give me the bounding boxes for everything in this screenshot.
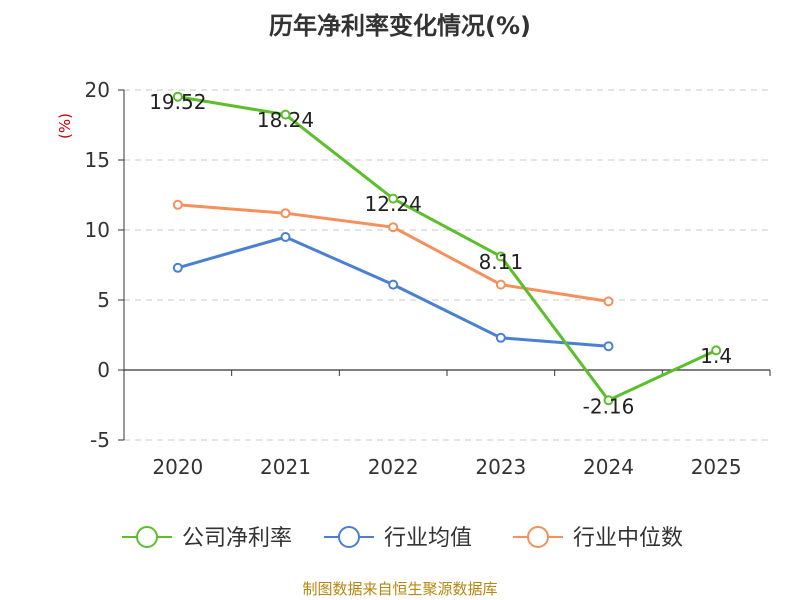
legend-label: 行业中位数 [573,526,683,551]
y-tick-label: 20 [85,78,110,102]
data-label: 18.24 [257,108,314,132]
y-tick-label: 0 [97,358,110,382]
data-point [495,251,506,262]
data-label: -2.16 [583,395,635,419]
data-point [388,279,399,290]
y-tick-label: 15 [85,148,110,172]
data-point [172,91,183,102]
y-tick-label: -5 [90,428,110,452]
x-tick-label: 2020 [152,455,203,479]
legend-marker [136,526,158,548]
data-point [711,345,722,356]
data-point [172,199,183,210]
legend-marker [527,526,549,548]
y-tick-label: 10 [85,218,110,242]
y-axis-label: (%) [56,113,74,139]
x-tick-label: 2021 [260,455,311,479]
data-point [388,193,399,204]
data-label: 8.11 [479,250,524,274]
x-tick-label: 2022 [368,455,419,479]
data-point [172,262,183,273]
data-point [603,341,614,352]
x-tick-label: 2024 [583,455,634,479]
legend-label: 公司净利率 [182,526,292,551]
legend-marker [338,526,360,548]
series-line [177,95,717,402]
x-tick-label: 2025 [691,455,742,479]
data-label: 1.4 [700,344,732,368]
data-point [280,232,291,242]
data-point [388,222,399,233]
data-source-note: 制图数据来自恒生聚源数据库 [302,580,498,598]
data-point [603,395,614,406]
chart-title: 历年净利率变化情况(%) [269,12,531,40]
data-point [603,296,614,307]
data-point [495,279,506,290]
data-label: 19.52 [149,90,206,114]
legend-label: 行业均值 [384,526,472,551]
y-tick-label: 5 [97,288,110,312]
data-point [280,109,291,120]
data-point [280,208,291,219]
x-tick-label: 2023 [475,455,526,479]
data-label: 12.24 [365,192,422,216]
data-point [495,332,506,343]
